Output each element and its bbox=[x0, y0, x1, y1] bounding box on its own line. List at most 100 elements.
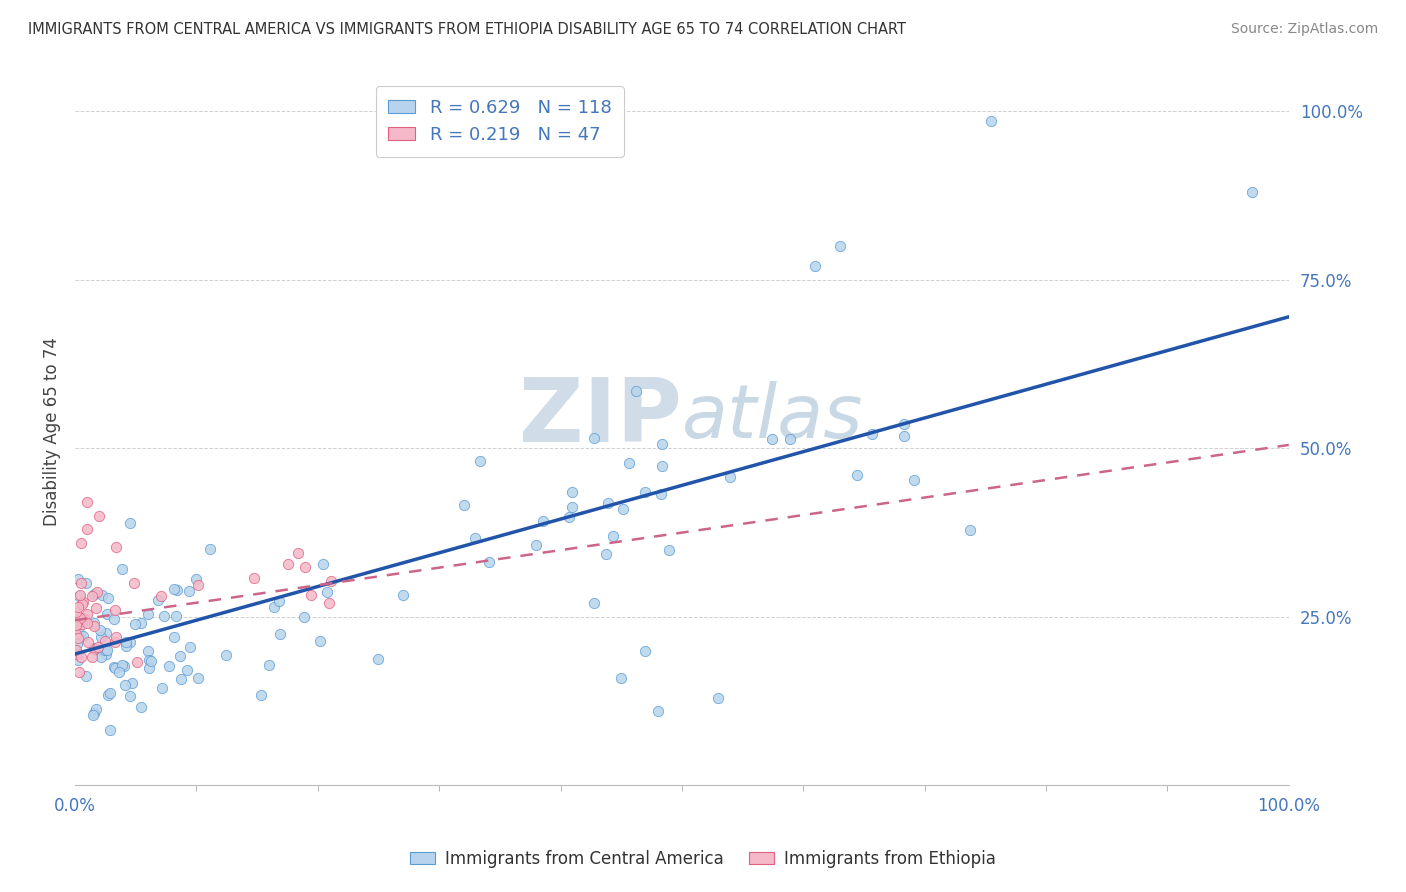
Point bbox=[292, 610, 315, 624]
Point bbox=[707, 690, 730, 705]
Point bbox=[959, 523, 981, 537]
Point bbox=[82, 708, 104, 723]
Point bbox=[72, 595, 94, 609]
Point bbox=[94, 648, 117, 662]
Point bbox=[249, 689, 271, 703]
Point bbox=[83, 619, 105, 633]
Point bbox=[176, 663, 198, 677]
Point bbox=[104, 630, 127, 644]
Point bbox=[561, 485, 583, 500]
Point bbox=[651, 436, 673, 450]
Point bbox=[75, 668, 97, 682]
Point bbox=[464, 531, 486, 545]
Point bbox=[366, 652, 388, 666]
Point bbox=[166, 582, 188, 597]
Point bbox=[478, 555, 501, 569]
Point bbox=[94, 626, 117, 640]
Point bbox=[312, 557, 335, 571]
Point bbox=[89, 623, 111, 637]
Point bbox=[66, 572, 89, 586]
Point bbox=[65, 618, 87, 632]
Point bbox=[66, 653, 89, 667]
Point bbox=[129, 700, 152, 714]
Point bbox=[602, 529, 624, 543]
Point bbox=[120, 516, 142, 530]
Point bbox=[110, 562, 132, 576]
Point bbox=[860, 427, 883, 442]
Point bbox=[69, 588, 91, 602]
Point bbox=[561, 500, 583, 514]
Point bbox=[96, 643, 118, 657]
Point bbox=[138, 653, 160, 667]
Point bbox=[76, 522, 98, 536]
Point bbox=[75, 576, 97, 591]
Point bbox=[903, 473, 925, 487]
Point bbox=[243, 571, 266, 585]
Point bbox=[83, 706, 105, 720]
Point bbox=[114, 635, 136, 649]
Point bbox=[170, 672, 193, 686]
Point bbox=[82, 649, 104, 664]
Point bbox=[127, 655, 149, 669]
Point bbox=[118, 689, 141, 703]
Text: Source: ZipAtlas.com: Source: ZipAtlas.com bbox=[1230, 22, 1378, 37]
Point bbox=[86, 701, 108, 715]
Legend: Immigrants from Central America, Immigrants from Ethiopia: Immigrants from Central America, Immigra… bbox=[404, 844, 1002, 875]
Point bbox=[65, 647, 87, 661]
Point bbox=[718, 470, 741, 484]
Point bbox=[308, 633, 330, 648]
Point bbox=[257, 657, 280, 672]
Point bbox=[179, 584, 201, 599]
Point bbox=[65, 627, 87, 641]
Point bbox=[299, 588, 322, 602]
Point bbox=[277, 558, 299, 572]
Point bbox=[610, 671, 633, 685]
Point bbox=[96, 591, 118, 605]
Point bbox=[103, 660, 125, 674]
Point bbox=[73, 611, 96, 625]
Point bbox=[120, 635, 142, 649]
Point bbox=[77, 635, 100, 649]
Point bbox=[69, 611, 91, 625]
Point bbox=[804, 259, 827, 273]
Point bbox=[634, 485, 657, 500]
Point bbox=[86, 640, 108, 655]
Point bbox=[83, 641, 105, 656]
Point bbox=[316, 585, 339, 599]
Point bbox=[105, 540, 128, 554]
Point bbox=[980, 114, 1002, 128]
Point bbox=[598, 496, 620, 510]
Point bbox=[83, 642, 105, 657]
Point bbox=[761, 432, 783, 446]
Point bbox=[198, 542, 221, 557]
Point bbox=[84, 601, 107, 615]
Point bbox=[141, 654, 163, 668]
Point bbox=[651, 458, 673, 473]
Point bbox=[114, 639, 136, 653]
Point bbox=[617, 456, 640, 470]
Point bbox=[136, 607, 159, 621]
Point bbox=[828, 239, 851, 253]
Text: IMMIGRANTS FROM CENTRAL AMERICA VS IMMIGRANTS FROM ETHIOPIA DISABILITY AGE 65 TO: IMMIGRANTS FROM CENTRAL AMERICA VS IMMIG… bbox=[28, 22, 905, 37]
Point bbox=[157, 659, 180, 673]
Point bbox=[94, 642, 117, 657]
Point bbox=[108, 665, 131, 679]
Point bbox=[66, 648, 89, 662]
Point bbox=[453, 499, 475, 513]
Point bbox=[595, 548, 617, 562]
Point bbox=[269, 593, 291, 607]
Point bbox=[524, 539, 547, 553]
Point bbox=[582, 595, 605, 609]
Point bbox=[70, 650, 93, 665]
Point bbox=[96, 607, 118, 622]
Point bbox=[90, 588, 112, 602]
Point bbox=[72, 629, 94, 643]
Point bbox=[187, 671, 209, 685]
Point bbox=[179, 640, 201, 654]
Point bbox=[67, 631, 90, 645]
Point bbox=[83, 587, 105, 601]
Point bbox=[89, 508, 111, 523]
Point bbox=[93, 634, 115, 648]
Point bbox=[114, 678, 136, 692]
Point bbox=[263, 600, 285, 615]
